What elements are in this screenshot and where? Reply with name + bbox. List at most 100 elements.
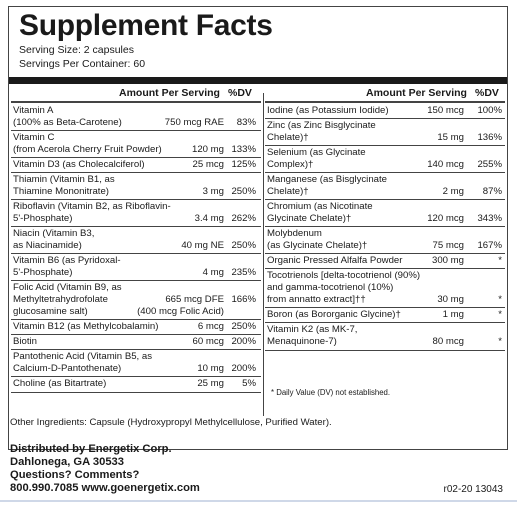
nutrient-amount: 25 mcg	[192, 159, 224, 170]
nutrient-dv: 343%	[477, 213, 502, 224]
nutrient-name: Thiamin (Vitamin B1, as	[13, 174, 115, 185]
row-divider	[11, 226, 261, 227]
row-divider	[11, 172, 261, 173]
nutrient-amount: 300 mg	[432, 255, 464, 266]
nutrient-dv: 255%	[477, 159, 502, 170]
nutrient-name: Folic Acid (Vitamin B9, as	[13, 282, 122, 293]
nutrient-amount-note: (400 mcg Folic Acid)	[137, 306, 224, 317]
row-divider	[11, 280, 261, 281]
nutrient-name-line2: Chelate)†	[267, 186, 309, 197]
row-divider	[11, 157, 261, 158]
nutrient-name: Vitamin K2 (as MK-7,	[267, 324, 358, 335]
nutrient-dv: 100%	[477, 105, 502, 116]
nutrient-name: Choline (as Bitartrate)	[13, 378, 107, 389]
nutrient-name-line2: Calcium-D-Pantothenate)	[13, 363, 122, 374]
nutrient-name: Vitamin C	[13, 132, 55, 143]
nutrient-amount: 665 mcg DFE	[165, 294, 224, 305]
nutrient-name: Iodine (as Potassium Iodide)	[267, 105, 389, 116]
nutrient-amount: 120 mcg	[427, 213, 464, 224]
supplement-facts-panel: Supplement Facts Serving Size: 2 capsule…	[8, 6, 508, 450]
nutrient-amount: 30 mg	[437, 294, 464, 305]
nutrient-name-line2: Thiamine Mononitrate)	[13, 186, 109, 197]
label-code: r02-20 13043	[443, 484, 504, 495]
nutrient-name: Manganese (as Bisglycinate	[267, 174, 387, 185]
left-header-amount: Amount Per Serving	[119, 87, 220, 99]
nutrient-name: Vitamin A	[13, 105, 54, 116]
nutrient-amount: 3 mg	[202, 186, 224, 197]
nutrient-name-line2: and gamma-tocotrienol (10%)	[267, 282, 394, 293]
nutrient-dv: 250%	[231, 240, 256, 251]
column-bottom-rule	[11, 392, 261, 393]
nutrient-amount: 2 mg	[442, 186, 464, 197]
left-header-dv: %DV	[228, 87, 252, 99]
nutrient-row: Zinc (as Zinc Bisglycinate Chelate)† 15 mg…	[267, 120, 502, 144]
nutrient-dv: 200%	[231, 336, 256, 347]
nutrient-row: Molybdenum (as Glycinate Chelate)† 75 mcg 1…	[267, 228, 502, 252]
distributor-address: Dahlonega, GA 30533	[10, 456, 124, 468]
nutrient-row: Thiamin (Vitamin B1, as Thiamine Mononitr…	[13, 174, 256, 198]
distributor-name: Distributed by Energetix Corp.	[10, 443, 172, 455]
nutrient-dv: 250%	[231, 186, 256, 197]
nutrient-name-line2: Menaquinone-7)	[267, 336, 337, 347]
other-ingredients: Other Ingredients: Capsule (Hydroxypropy…	[10, 417, 332, 428]
bottom-rule	[0, 500, 517, 502]
nutrient-name: Chromium (as Nicotinate	[267, 201, 373, 212]
nutrient-name: Riboflavin (Vitamin B2, as Riboflavin-	[13, 201, 171, 212]
nutrient-row: Pantothenic Acid (Vitamin B5, as Calcium-…	[13, 351, 256, 375]
nutrient-row: Vitamin A (100% as Beta-Carotene) 750 mcg …	[13, 105, 256, 129]
row-divider	[265, 118, 505, 119]
nutrient-name-line2: Complex)†	[267, 159, 314, 170]
nutrient-row: Biotin 60 mcg 200%	[13, 336, 256, 348]
row-divider	[11, 253, 261, 254]
nutrient-name-line2: as Niacinamide)	[13, 240, 82, 251]
row-divider	[265, 322, 505, 323]
nutrient-dv: 262%	[231, 213, 256, 224]
row-divider	[265, 172, 505, 173]
nutrient-row: Organic Pressed Alfalfa Powder 300 mg *	[267, 255, 502, 267]
thick-rule	[9, 77, 507, 84]
nutrient-dv: 133%	[231, 144, 256, 155]
nutrient-amount: 80 mcg	[432, 336, 464, 347]
nutrient-amount: 3.4 mg	[194, 213, 224, 224]
nutrient-row: Iodine (as Potassium Iodide) 150 mcg 100%	[267, 105, 502, 117]
nutrient-dv: 87%	[482, 186, 502, 197]
nutrient-row: Vitamin K2 (as MK-7, Menaquinone-7) 80 mcg…	[267, 324, 502, 348]
nutrient-row: Niacin (Vitamin B3, as Niacinamide) 40 mg …	[13, 228, 256, 252]
nutrient-name-line2: (as Glycinate Chelate)†	[267, 240, 368, 251]
row-divider	[11, 319, 261, 320]
row-divider	[265, 226, 505, 227]
nutrient-name-line3: from annatto extract]††	[267, 294, 366, 305]
panel-title: Supplement Facts	[19, 9, 273, 42]
nutrient-amount: 1 mg	[442, 309, 464, 320]
row-divider	[11, 130, 261, 131]
row-divider	[11, 334, 261, 335]
nutrient-name: Tocotrienols [delta-tocotrienol (90%)	[267, 270, 421, 281]
nutrient-name-line3: glucosamine salt)	[13, 306, 88, 317]
row-divider	[11, 349, 261, 350]
nutrient-amount: 75 mcg	[432, 240, 464, 251]
nutrient-dv: 5%	[242, 378, 256, 389]
nutrient-name-line2: Glycinate Chelate)†	[267, 213, 352, 224]
nutrient-dv: *	[498, 255, 502, 266]
nutrient-row: Choline (as Bitartrate) 25 mg 5%	[13, 378, 256, 390]
nutrient-name: Vitamin B12 (as Methylcobalamin)	[13, 321, 159, 332]
servings-per-container: Servings Per Container: 60	[19, 58, 146, 70]
contact-line: 800.990.7085 www.goenergetix.com	[10, 482, 200, 494]
dv-footnote: * Daily Value (DV) not established.	[271, 388, 391, 397]
header-rule	[11, 101, 261, 103]
nutrient-amount: 15 mg	[437, 132, 464, 143]
header-rule	[265, 101, 505, 103]
row-divider	[11, 199, 261, 200]
nutrient-dv: *	[498, 309, 502, 320]
nutrient-row: Riboflavin (Vitamin B2, as Riboflavin- 5'…	[13, 201, 256, 225]
nutrient-dv: 250%	[231, 321, 256, 332]
nutrient-name-line2: 5'-Phosphate)	[13, 213, 73, 224]
nutrient-name-line2: Chelate)†	[267, 132, 309, 143]
nutrient-name-line2: (from Acerola Cherry Fruit Powder)	[13, 144, 162, 155]
right-header-amount: Amount Per Serving	[366, 87, 467, 99]
nutrient-dv: *	[498, 336, 502, 347]
nutrient-dv: 166%	[231, 294, 256, 305]
nutrient-name-line2: (100% as Beta-Carotene)	[13, 117, 122, 128]
serving-size: Serving Size: 2 capsules	[19, 44, 134, 56]
nutrient-name: Boron (as Bororganic Glycine)†	[267, 309, 401, 320]
